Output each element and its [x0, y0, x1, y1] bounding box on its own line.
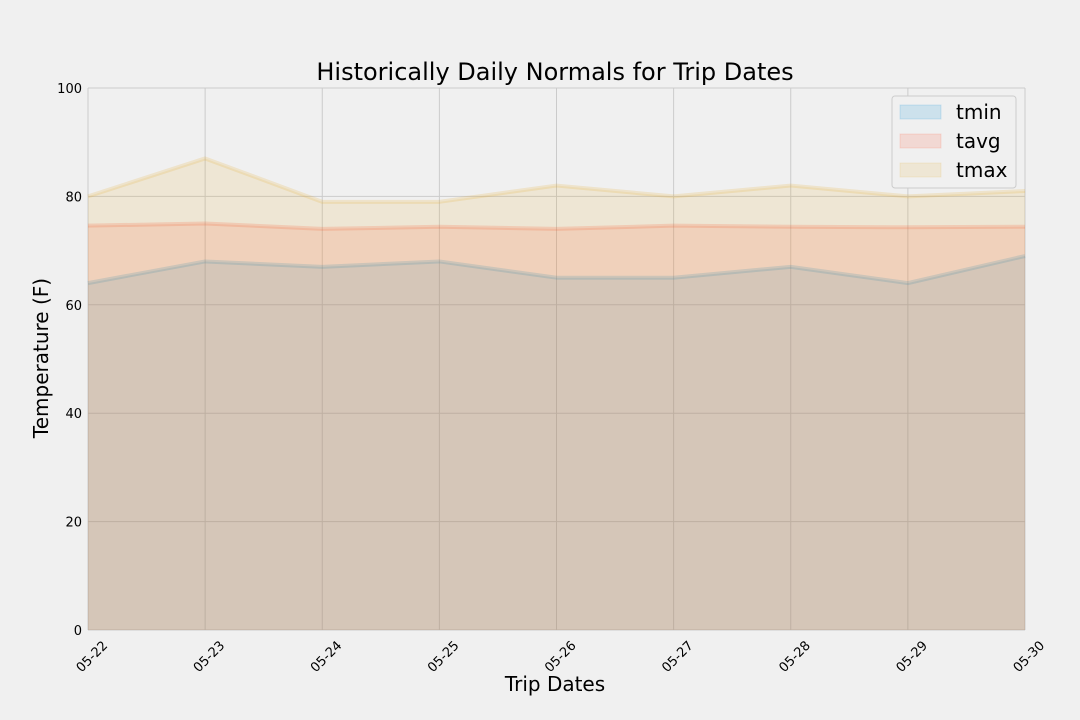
x-tick-label: 05-25 [425, 638, 462, 675]
line-tavg [87, 221, 1026, 231]
area-tmin [88, 256, 1025, 630]
legend-box [891, 95, 1017, 189]
area-tavg [88, 223, 1025, 630]
x-tick-label: 05-28 [776, 638, 813, 675]
legend-label-tmin: tmin [956, 100, 1002, 124]
y-tick-label: 0 [74, 624, 82, 639]
x-tick-label: 05-22 [74, 638, 111, 675]
y-tick-label: 60 [65, 299, 82, 314]
legend-label-tmax: tmax [956, 158, 1008, 182]
x-tick-label: 05-26 [542, 638, 579, 675]
x-tick-label: 05-27 [659, 638, 696, 675]
y-tick-label: 80 [65, 190, 82, 205]
x-tick-label: 05-24 [308, 638, 345, 675]
x-tick-labels: 05-22 05-23 05-24 05-25 05-26 05-27 05-28 05-29… [74, 638, 1048, 675]
line-tmin [87, 254, 1026, 286]
x-axis-label: Trip Dates [504, 672, 605, 696]
legend-swatch-tmin [899, 104, 942, 120]
y-tick-labels: 0 20 40 60 80 100 [57, 82, 82, 639]
y-tick-label: 20 [65, 516, 82, 531]
x-tick-label: 05-23 [191, 638, 228, 675]
chart-title: Historically Daily Normals for Trip Date… [316, 58, 793, 86]
legend-swatch-tavg [899, 133, 942, 149]
grid [87, 87, 1026, 631]
line-tmax [87, 156, 1026, 204]
y-tick-label: 100 [57, 82, 82, 97]
legend: tmin tavg tmax [891, 95, 1017, 189]
y-tick-label: 40 [65, 407, 82, 422]
area-tmax [88, 158, 1025, 630]
y-axis-label: Temperature (F) [29, 278, 53, 439]
plot-areas [87, 156, 1026, 630]
x-tick-label: 05-29 [894, 638, 931, 675]
legend-label-tavg: tavg [956, 129, 1001, 153]
legend-swatch-tmax [899, 162, 942, 178]
x-tick-label: 05-30 [1011, 638, 1048, 675]
